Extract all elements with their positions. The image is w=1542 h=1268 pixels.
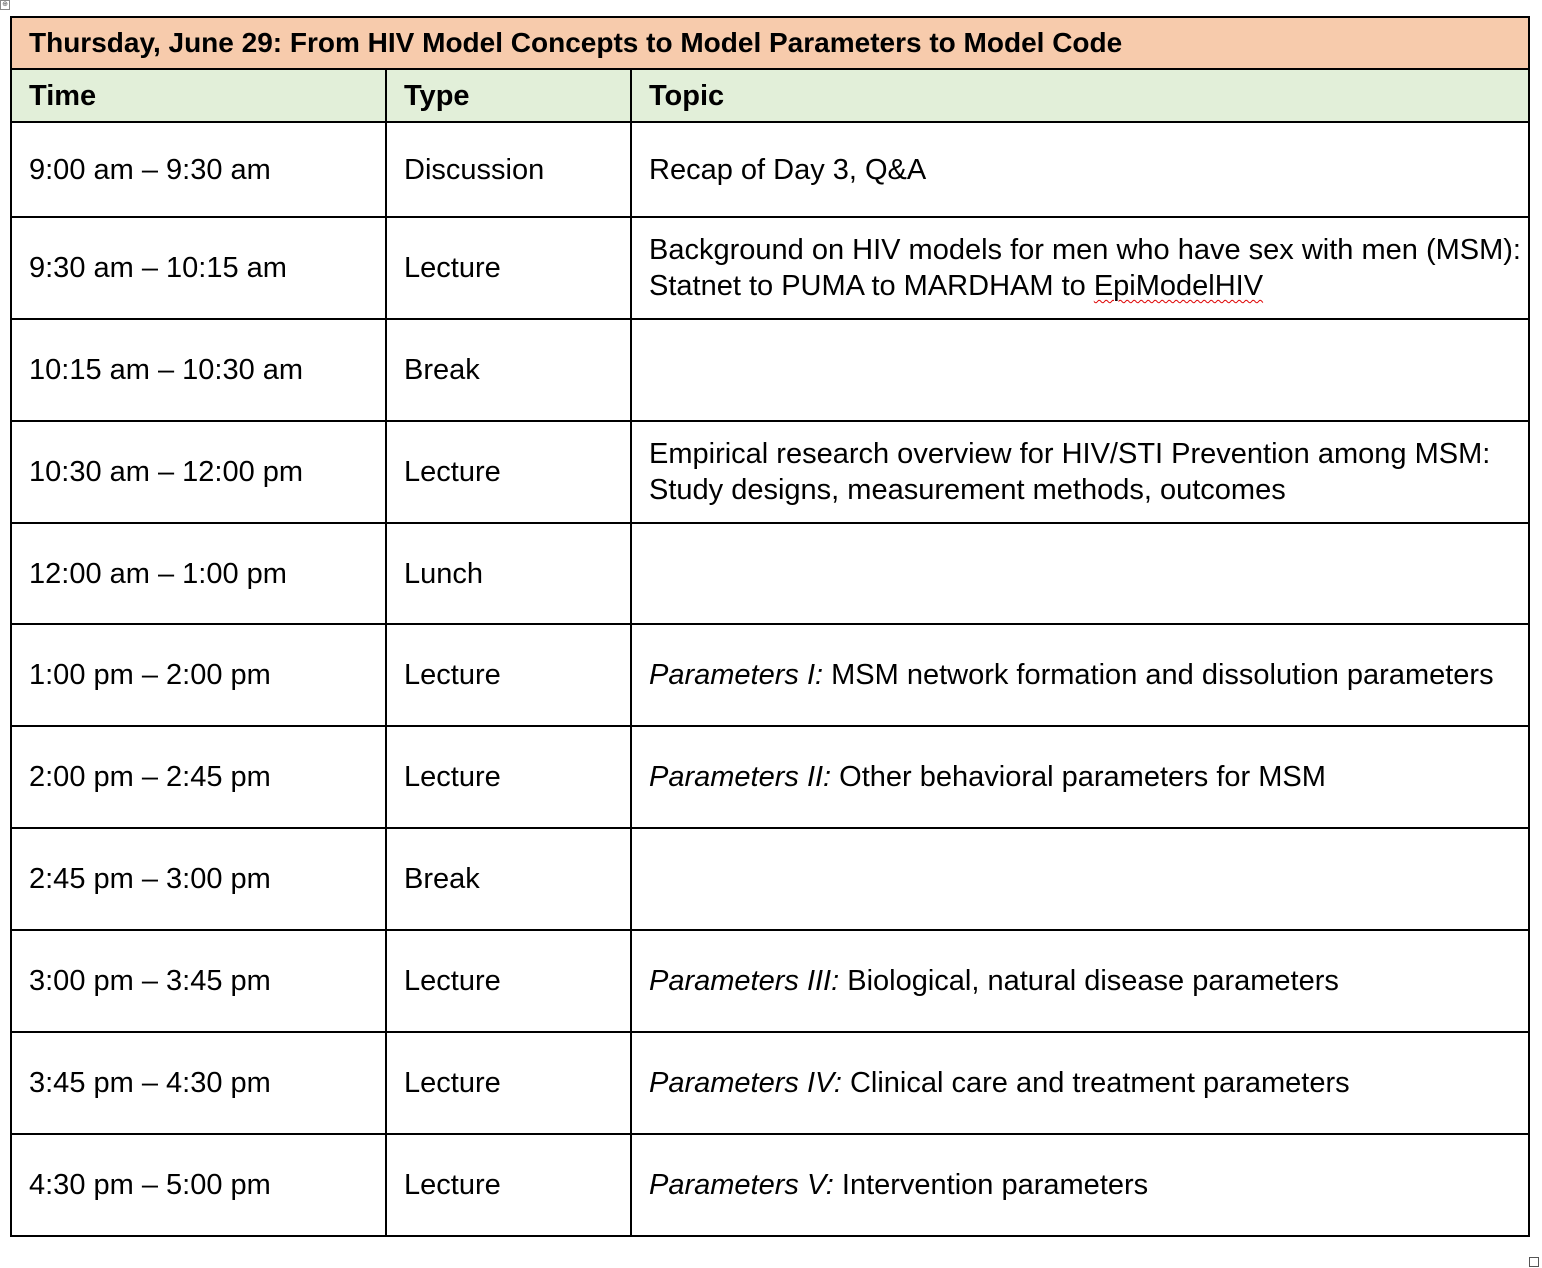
topic-text: Biological, natural disease parameters (839, 965, 1339, 997)
time-cell[interactable]: 3:45 pm – 4:30 pm (10, 1031, 387, 1135)
table-row: 3:00 pm – 3:45 pm Lecture Parameters III… (10, 929, 1530, 1033)
topic-text: Recap of Day 3, Q&A (649, 153, 927, 186)
time-cell[interactable]: 12:00 am – 1:00 pm (10, 522, 387, 625)
topic-cell[interactable]: Empirical research overview for HIV/STI … (630, 420, 1530, 524)
header-row: Time Type Topic (10, 68, 1530, 123)
type-cell[interactable]: Lecture (385, 725, 632, 829)
time-cell[interactable]: 10:30 am – 12:00 pm (10, 420, 387, 524)
topic-cell[interactable] (630, 827, 1530, 931)
type-cell[interactable]: Lunch (385, 522, 632, 625)
time-cell[interactable]: 2:00 pm – 2:45 pm (10, 725, 387, 829)
topic-cell[interactable]: Background on HIV models for men who hav… (630, 216, 1530, 320)
table-row: 9:00 am – 9:30 am Discussion Recap of Da… (10, 121, 1530, 218)
title-row: Thursday, June 29: From HIV Model Concep… (10, 16, 1530, 70)
header-topic[interactable]: Topic (630, 68, 1530, 123)
topic-prefix: Parameters III: (649, 965, 840, 997)
topic-prefix: Parameters I: (649, 659, 824, 691)
time-cell[interactable]: 4:30 pm – 5:00 pm (10, 1133, 387, 1237)
topic-cell[interactable]: Parameters III: Biological, natural dise… (630, 929, 1530, 1033)
topic-text: Background on HIV models for men who hav… (649, 234, 1521, 302)
type-cell[interactable]: Break (385, 318, 632, 422)
header-time[interactable]: Time (10, 68, 387, 123)
time-cell[interactable]: 9:00 am – 9:30 am (10, 121, 387, 218)
table-row: 10:30 am – 12:00 pm Lecture Empirical re… (10, 420, 1530, 524)
table-row: 3:45 pm – 4:30 pm Lecture Parameters IV:… (10, 1031, 1530, 1135)
table-row: 4:30 pm – 5:00 pm Lecture Parameters V: … (10, 1133, 1530, 1237)
topic-text: Other behavioral parameters for MSM (831, 761, 1326, 793)
topic-cell[interactable]: Parameters IV: Clinical care and treatme… (630, 1031, 1530, 1135)
topic-text: Clinical care and treatment parameters (841, 1067, 1350, 1099)
table-resize-handle[interactable] (1529, 1257, 1539, 1267)
topic-cell[interactable]: Parameters I: MSM network formation and … (630, 623, 1530, 727)
time-cell[interactable]: 1:00 pm – 2:00 pm (10, 623, 387, 727)
schedule-table: Thursday, June 29: From HIV Model Concep… (10, 16, 1530, 1237)
topic-text: MSM network formation and dissolution pa… (823, 659, 1494, 691)
topic-text: Empirical research overview for HIV/STI … (649, 438, 1491, 506)
table-move-handle[interactable]: ⊕ (0, 0, 10, 10)
table-row: 2:45 pm – 3:00 pm Break (10, 827, 1530, 931)
type-cell[interactable]: Lecture (385, 216, 632, 320)
topic-prefix: Parameters II: (649, 761, 832, 793)
type-cell[interactable]: Lecture (385, 420, 632, 524)
topic-cell[interactable]: Parameters V: Intervention parameters (630, 1133, 1530, 1237)
schedule-title[interactable]: Thursday, June 29: From HIV Model Concep… (10, 16, 1530, 70)
topic-cell[interactable] (630, 318, 1530, 422)
topic-cell[interactable]: Parameters II: Other behavioral paramete… (630, 725, 1530, 829)
table-row: 10:15 am – 10:30 am Break (10, 318, 1530, 422)
topic-cell[interactable] (630, 522, 1530, 625)
time-cell[interactable]: 2:45 pm – 3:00 pm (10, 827, 387, 931)
topic-cell[interactable]: Recap of Day 3, Q&A (630, 121, 1530, 218)
header-type[interactable]: Type (385, 68, 632, 123)
topic-prefix: Parameters IV: (649, 1067, 842, 1099)
type-cell[interactable]: Lecture (385, 1133, 632, 1237)
time-cell[interactable]: 9:30 am – 10:15 am (10, 216, 387, 320)
time-cell[interactable]: 3:00 pm – 3:45 pm (10, 929, 387, 1033)
type-cell[interactable]: Discussion (385, 121, 632, 218)
topic-text: Intervention parameters (833, 1169, 1149, 1201)
type-cell[interactable]: Lecture (385, 623, 632, 727)
spellcheck-flagged-word[interactable]: EpiModelHIV (1093, 270, 1264, 302)
topic-prefix: Parameters V: (649, 1169, 834, 1201)
table-row: 12:00 am – 1:00 pm Lunch (10, 522, 1530, 625)
type-cell[interactable]: Lecture (385, 929, 632, 1033)
table-row: 2:00 pm – 2:45 pm Lecture Parameters II:… (10, 725, 1530, 829)
type-cell[interactable]: Lecture (385, 1031, 632, 1135)
time-cell[interactable]: 10:15 am – 10:30 am (10, 318, 387, 422)
type-cell[interactable]: Break (385, 827, 632, 931)
table-row: 9:30 am – 10:15 am Lecture Background on… (10, 216, 1530, 320)
table-row: 1:00 pm – 2:00 pm Lecture Parameters I: … (10, 623, 1530, 727)
